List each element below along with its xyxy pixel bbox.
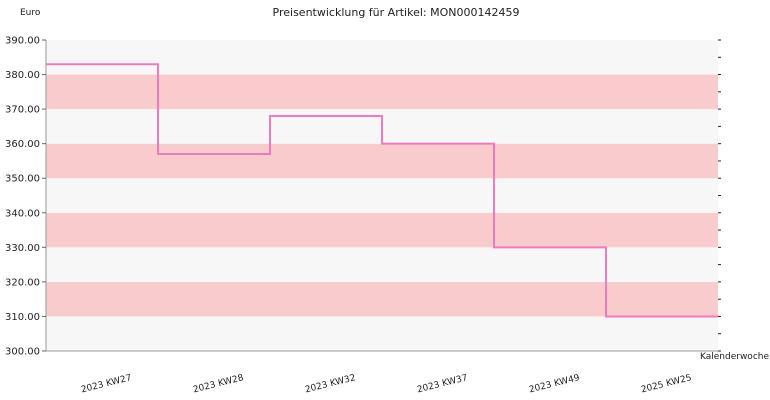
y-tick-label: 390.00 xyxy=(5,36,40,47)
x-tick-label: 2023 KW49 xyxy=(528,373,581,395)
x-tick-label: 2025 KW25 xyxy=(640,373,693,395)
grid-band xyxy=(46,247,718,282)
axes xyxy=(42,39,721,352)
grid-band xyxy=(46,143,718,179)
x-axis-label: Kalenderwoche xyxy=(700,352,769,362)
y-tick-label: 370.00 xyxy=(5,105,40,116)
grid-band xyxy=(46,74,718,110)
y-tick-label: 310.00 xyxy=(5,312,40,323)
grid-band xyxy=(46,281,718,317)
series-group xyxy=(46,63,718,318)
grid-bands xyxy=(46,40,718,351)
grid-band xyxy=(46,316,718,351)
y-tick-label: 340.00 xyxy=(5,208,40,219)
x-tick-label: 2023 KW27 xyxy=(80,373,133,395)
series-line xyxy=(46,63,718,318)
y-tick-label: 350.00 xyxy=(5,174,40,185)
x-tick-label: 2023 KW37 xyxy=(416,373,469,395)
grid-band xyxy=(46,40,718,75)
grid-band xyxy=(46,212,718,248)
x-tick-label: 2023 KW28 xyxy=(192,373,245,395)
y-tick-label: 380.00 xyxy=(5,70,40,81)
y-tick-label: 330.00 xyxy=(5,243,40,254)
x-tick-label: 2023 KW32 xyxy=(304,373,357,395)
y-axis-label: Euro xyxy=(20,8,41,18)
chart-title: Preisentwicklung für Artikel: MON0001424… xyxy=(273,6,520,19)
y-tick-labels: 300.00 310.00 320.00 330.00 340.00 350.00 360.… xyxy=(5,36,40,358)
y-tick-label: 300.00 xyxy=(5,347,40,358)
grid-band xyxy=(46,178,718,213)
y-tick-label: 360.00 xyxy=(5,139,40,150)
y-tick-label: 320.00 xyxy=(5,277,40,288)
x-tick-labels: 2023 KW27 2023 KW28 2023 KW32 2023 KW37 2023… xyxy=(80,373,693,395)
